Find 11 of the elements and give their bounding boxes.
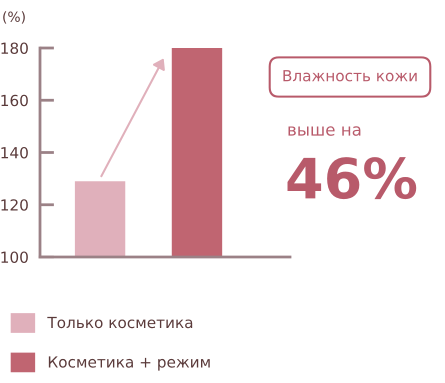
y-tick-label: 180 bbox=[1, 42, 28, 54]
y-axis-title: (%) bbox=[3, 11, 25, 24]
y-tick-label: 120 bbox=[1, 199, 28, 211]
y-tick-label: 160 bbox=[1, 94, 28, 106]
legend-label: Косметика + режим bbox=[48, 356, 210, 371]
annotation: выше на bbox=[288, 126, 360, 136]
legend-label: Только косметика bbox=[47, 316, 192, 328]
annotation: Влажность кожи bbox=[283, 70, 417, 82]
annotation: 46% bbox=[288, 157, 416, 200]
y-tick-label: 100 bbox=[1, 251, 28, 264]
y-tick-label: 140 bbox=[1, 146, 28, 159]
